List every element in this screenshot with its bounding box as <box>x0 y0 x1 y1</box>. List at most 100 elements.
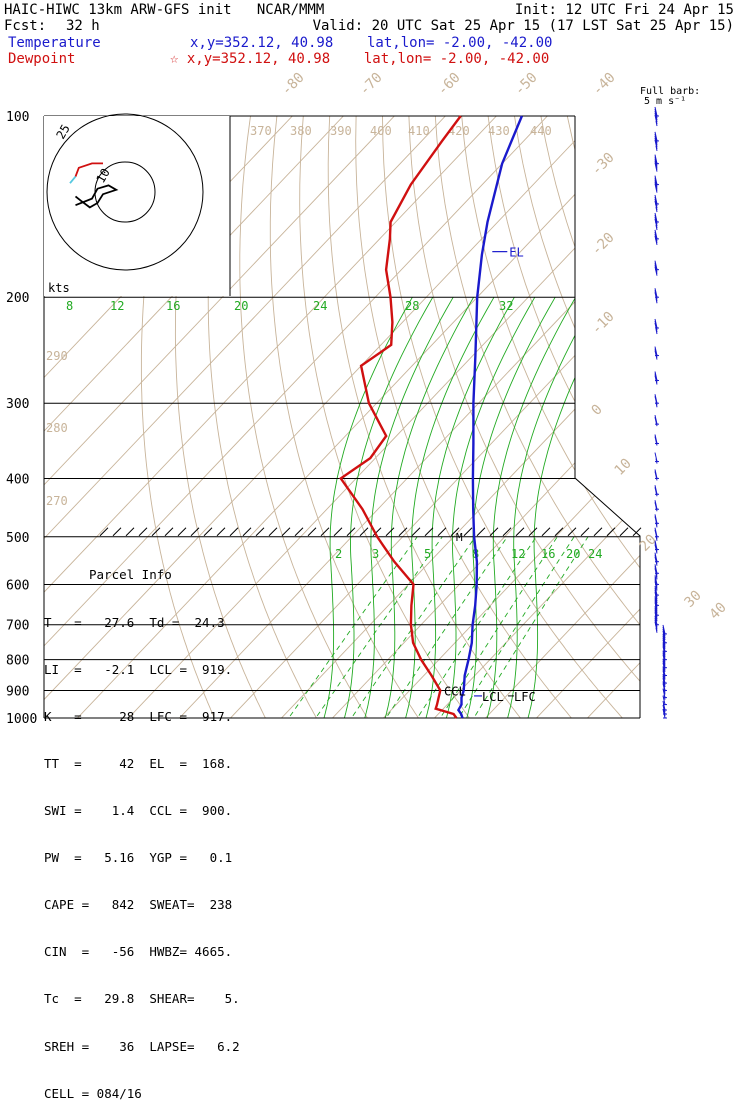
moist-adiabat-label: 12 <box>110 299 124 313</box>
level-hatch <box>230 528 238 536</box>
theta-label: 440 <box>530 124 552 138</box>
isotherm-label: 0 <box>589 402 606 419</box>
moist-adiabat-label: 8 <box>66 299 73 313</box>
isotherm-label: -40 <box>590 70 619 99</box>
pressure-tick-label: 400 <box>6 472 29 487</box>
level-hatch <box>516 528 524 536</box>
level-hatch <box>243 528 251 536</box>
level-hatch <box>438 528 446 536</box>
level-hatch <box>139 528 147 536</box>
parcel-row: CELL = 084/16 <box>44 1086 240 1102</box>
moist-adiabat-label: 32 <box>499 299 513 313</box>
parcel-row: SREH = 36 LAPSE= 6.2 <box>44 1039 240 1055</box>
theta-label: 270 <box>46 494 68 508</box>
isotherm-label: -70 <box>357 70 386 99</box>
moist-adiabat-label: 20 <box>234 299 248 313</box>
parcel-row: PW = 5.16 YGP = 0.1 <box>44 850 240 866</box>
level-hatch <box>217 528 225 536</box>
dry-adiabat-line <box>594 116 740 731</box>
dewpoint-profile <box>341 116 461 718</box>
level-hatch <box>126 528 134 536</box>
mixing-ratio-label: 20 <box>566 547 580 561</box>
isotherm-label: -60 <box>435 70 464 99</box>
parcel-row: K = 28 LFC = 917. <box>44 709 240 725</box>
theta-label: 290 <box>46 349 68 363</box>
ccl-label: CCL <box>444 684 466 698</box>
mixing-ratio-label: 2 <box>335 547 342 561</box>
level-hatch <box>529 528 537 536</box>
melting-level-label: M <box>456 531 463 544</box>
dry-adiabat-line <box>300 116 479 731</box>
level-hatch <box>581 528 589 536</box>
mixing-ratio-line <box>451 537 574 731</box>
parcel-row: LI = -2.1 LCL = 919. <box>44 662 240 678</box>
isotherm-label: -50 <box>512 70 541 99</box>
dry-adiabat-line <box>515 116 740 731</box>
isotherm-label: 10 <box>612 456 635 479</box>
parcel-row: TT = 42 EL = 168. <box>44 756 240 772</box>
pressure-tick-label: 100 <box>6 110 29 125</box>
mixing-ratio-label: 24 <box>588 547 602 561</box>
mixing-ratio-label: 16 <box>541 547 555 561</box>
level-hatch <box>334 528 342 536</box>
level-hatch <box>633 528 641 536</box>
level-hatch <box>308 528 316 536</box>
isotherm-line <box>422 116 740 731</box>
level-hatch <box>282 528 290 536</box>
isotherm-label: -30 <box>589 150 618 179</box>
level-hatch <box>477 528 485 536</box>
parcel-row: T = 27.6 Td = 24.3 <box>44 615 240 631</box>
isotherm-line <box>575 116 740 731</box>
parcel-row: CIN = -56 HWBZ= 4665. <box>44 944 240 960</box>
level-hatch <box>542 528 550 536</box>
dry-adiabat-line <box>409 116 686 731</box>
level-hatch <box>165 528 173 536</box>
dry-adiabat-line <box>567 116 740 731</box>
isotherm-line <box>269 116 740 731</box>
parcel-info-panel: Parcel Info T = 27.6 Td = 24.3 LI = -2.1… <box>44 536 240 1117</box>
el-label: EL <box>509 246 523 260</box>
dry-adiabat-line <box>673 116 740 731</box>
isotherm-line <box>218 116 740 731</box>
isotherm-label: 40 <box>707 600 730 623</box>
moist-adiabat-label: 16 <box>166 299 180 313</box>
dry-adiabat-line <box>240 116 376 731</box>
theta-label: 430 <box>488 124 510 138</box>
isotherm-label: 30 <box>682 588 705 611</box>
mixing-ratio-label: 5 <box>424 547 431 561</box>
level-hatch <box>269 528 277 536</box>
theta-label: 410 <box>408 124 430 138</box>
theta-label: 390 <box>330 124 352 138</box>
level-hatch <box>412 528 420 536</box>
dry-adiabat-line <box>270 116 427 731</box>
level-hatch <box>295 528 303 536</box>
parcel-info-title: Parcel Info <box>44 567 240 583</box>
theta-label: 400 <box>370 124 392 138</box>
pressure-tick-label: 900 <box>6 684 29 699</box>
hodograph-units-label: kts <box>48 281 70 295</box>
theta-label: 370 <box>250 124 272 138</box>
dry-adiabat-line <box>462 116 740 731</box>
parcel-row: Tc = 29.8 SHEAR= 5. <box>44 991 240 1007</box>
theta-label: 280 <box>46 421 68 435</box>
mixing-ratio-label: 3 <box>372 547 379 561</box>
lfc-label: LFC <box>514 690 536 704</box>
dry-adiabat-line <box>435 116 737 731</box>
level-hatch <box>360 528 368 536</box>
pressure-tick-label: 500 <box>6 531 29 546</box>
isotherm-line <box>167 116 740 731</box>
pressure-tick-label: 800 <box>6 654 29 669</box>
parcel-row: SWI = 1.4 CCL = 900. <box>44 803 240 819</box>
dry-adiabat-line <box>620 116 740 731</box>
level-hatch <box>594 528 602 536</box>
isotherm-label: -10 <box>589 309 618 338</box>
dry-adiabat-line <box>646 116 740 731</box>
moist-adiabat-label: 24 <box>313 299 327 313</box>
isotherm-line <box>320 116 740 731</box>
pressure-tick-label: 300 <box>6 397 29 412</box>
level-hatch <box>113 528 121 536</box>
pressure-tick-label: 1000 <box>6 712 37 727</box>
pressure-tick-label: 600 <box>6 578 29 593</box>
isotherm-label: -20 <box>589 230 618 259</box>
mixing-ratio-label: 12 <box>511 547 525 561</box>
